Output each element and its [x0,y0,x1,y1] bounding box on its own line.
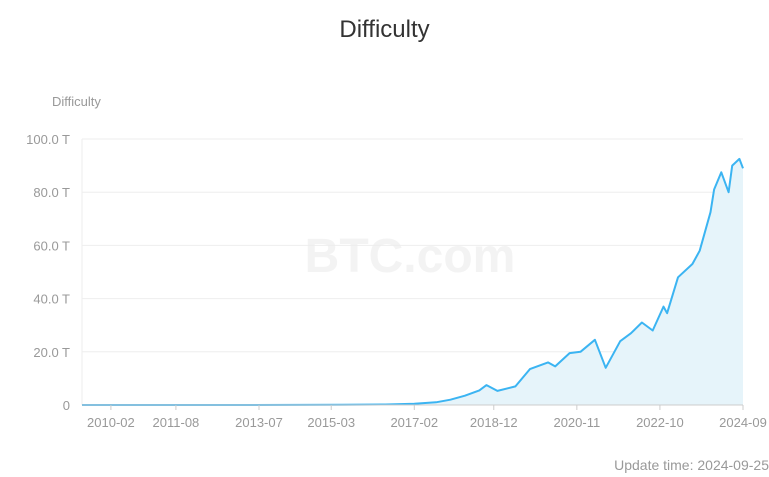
y-tick-label: 100.0 T [26,132,70,147]
x-tick-label: 2010-02 [87,415,135,430]
x-tick-label: 2020-11 [553,415,600,430]
x-tick-label: 2017-02 [390,415,438,430]
y-tick-label: 0 [63,398,70,413]
y-tick-label: 80.0 T [33,185,70,200]
update-label: Update time: [614,457,694,473]
series-area [82,158,743,405]
y-tick-label: 20.0 T [33,345,70,360]
x-tick-label: 2015-03 [307,415,355,430]
x-tick-label: 2011-08 [153,415,200,430]
update-date: 2024-09-25 [697,457,769,473]
y-tick-label: 60.0 T [33,238,70,253]
y-axis-label: Difficulty [52,94,101,109]
x-tick-label: 2013-07 [235,415,283,430]
x-tick-label: 2018-12 [470,415,518,430]
update-time: Update time: 2024-09-25 [0,457,769,473]
x-tick-label: 2024-09 [719,415,767,430]
y-tick-label: 40.0 T [33,292,70,307]
watermark: BTC.com [305,230,516,283]
x-tick-label: 2022-10 [636,415,684,430]
series-line [82,157,744,406]
chart-title: Difficulty [339,16,430,43]
